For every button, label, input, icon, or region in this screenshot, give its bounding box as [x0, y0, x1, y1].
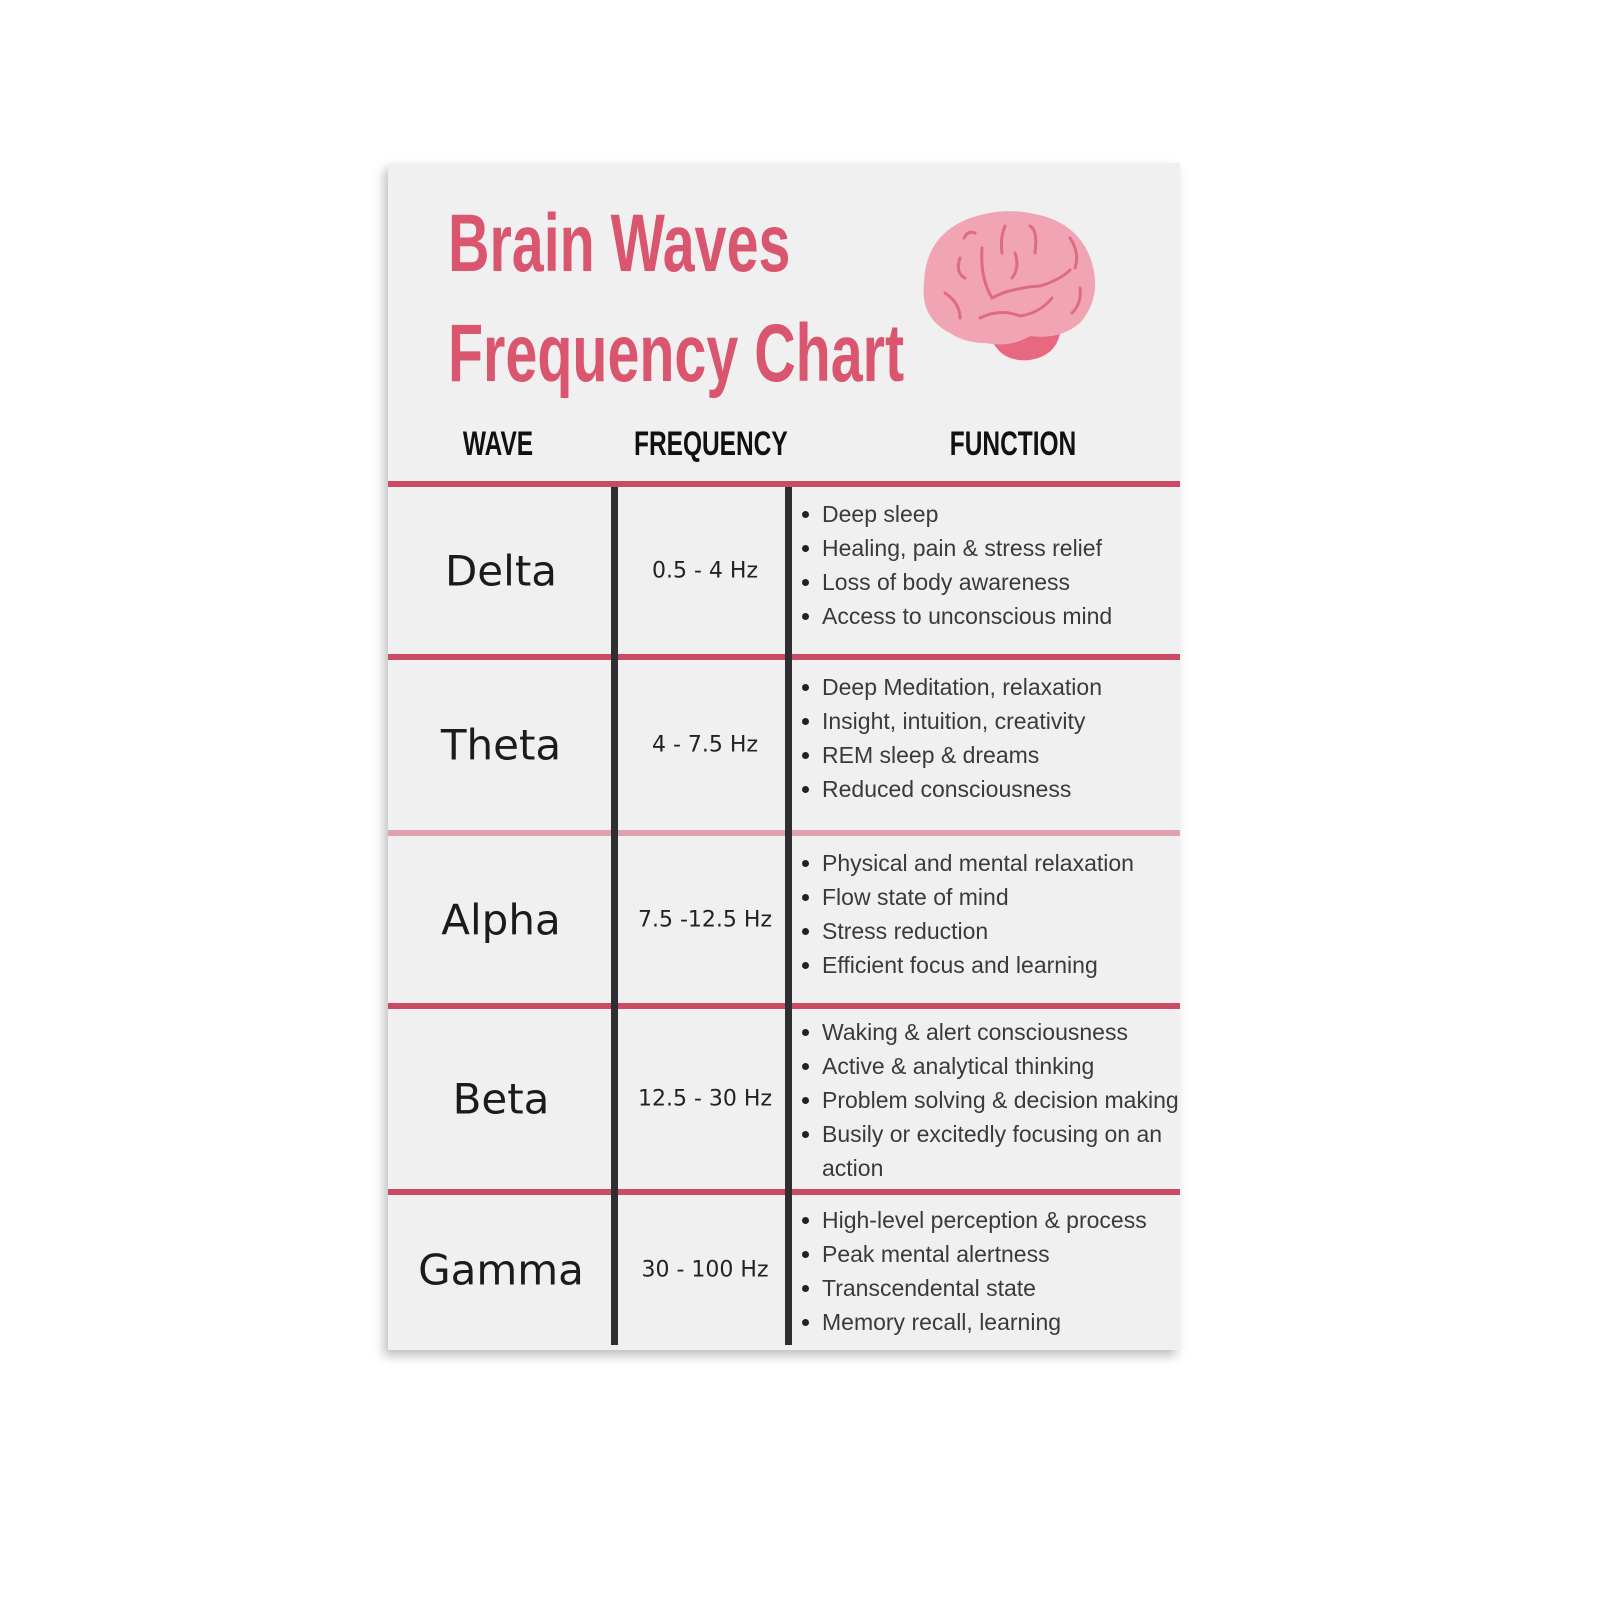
function-item: Transcendental state — [798, 1271, 1147, 1305]
function-list: Waking & alert consciousness Active & an… — [798, 1015, 1202, 1185]
function-item: Healing, pain & stress relief — [798, 531, 1112, 565]
wave-name: Theta — [440, 720, 562, 770]
divider — [388, 1189, 1180, 1195]
table-row-delta: Delta 0.5 - 4 Hz Deep sleep Healing, pai… — [388, 487, 1180, 654]
wave-name: Beta — [452, 1074, 550, 1124]
function-item: Flow state of mind — [798, 880, 1134, 914]
function-list: High-level perception & process Peak men… — [798, 1203, 1147, 1339]
function-list: Deep Meditation, relaxation Insight, int… — [798, 670, 1102, 806]
frequency: 7.5 -12.5 Hz — [638, 907, 772, 932]
function-item: Active & analytical thinking — [798, 1049, 1202, 1083]
function-item: Deep sleep — [798, 497, 1112, 531]
function-item: Access to unconscious mind — [798, 599, 1112, 633]
function-item: Peak mental alertness — [798, 1237, 1147, 1271]
column-rule — [785, 487, 792, 1345]
function-item: Waking & alert consciousness — [798, 1015, 1202, 1049]
header-wave: WAVE — [462, 425, 534, 463]
function-item: Reduced consciousness — [798, 772, 1102, 806]
function-item: Insight, intuition, creativity — [798, 704, 1102, 738]
divider — [388, 830, 1180, 836]
wave-name: Alpha — [441, 895, 561, 944]
table-row-gamma: Gamma 30 - 100 Hz High-level perception … — [388, 1195, 1180, 1345]
function-item: Loss of body awareness — [798, 565, 1112, 599]
frequency: 30 - 100 Hz — [641, 1257, 769, 1283]
function-item: Busily or excitedly focusing on an actio… — [798, 1117, 1202, 1185]
divider — [388, 481, 1180, 487]
divider — [388, 654, 1180, 660]
function-item: High-level perception & process — [798, 1203, 1147, 1237]
function-item: Stress reduction — [798, 914, 1134, 948]
function-item: Memory recall, learning — [798, 1305, 1147, 1339]
title-line-2: Frequency Chart — [448, 308, 905, 399]
frequency: 4 - 7.5 Hz — [652, 732, 758, 758]
wave-name: Delta — [444, 546, 558, 595]
frequency: 12.5 - 30 Hz — [638, 1086, 772, 1112]
header-frequency: FREQUENCY — [634, 425, 788, 463]
column-rule — [611, 487, 618, 1345]
header-function: FUNCTION — [949, 425, 1077, 463]
poster: Brain Waves Frequency Chart WAVE FREQUEN… — [388, 163, 1180, 1350]
table-row-alpha: Alpha 7.5 -12.5 Hz Physical and mental r… — [388, 836, 1180, 1003]
table-row-theta: Theta 4 - 7.5 Hz Deep Meditation, relaxa… — [388, 660, 1180, 830]
table-row-beta: Beta 12.5 - 30 Hz Waking & alert conscio… — [388, 1009, 1180, 1189]
wave-name: Gamma — [418, 1245, 584, 1295]
function-item: REM sleep & dreams — [798, 738, 1102, 772]
function-item: Problem solving & decision making — [798, 1083, 1202, 1117]
function-item: Efficient focus and learning — [798, 948, 1134, 982]
function-list: Deep sleep Healing, pain & stress relief… — [798, 497, 1112, 633]
frequency: 0.5 - 4 Hz — [652, 558, 758, 583]
title-line-1: Brain Waves — [448, 198, 791, 289]
function-list: Physical and mental relaxation Flow stat… — [798, 846, 1134, 982]
function-item: Deep Meditation, relaxation — [798, 670, 1102, 704]
brain-icon — [923, 211, 1096, 361]
function-item: Physical and mental relaxation — [798, 846, 1134, 880]
divider — [388, 1003, 1180, 1009]
